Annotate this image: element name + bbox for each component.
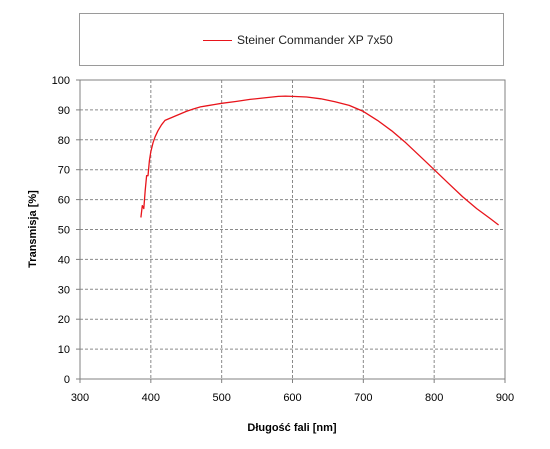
- x-tick-label: 500: [212, 392, 230, 404]
- series-line: [140, 95, 499, 226]
- y-axis-label: Transmisja [%]: [27, 190, 39, 268]
- y-tick-label: 0: [64, 374, 70, 386]
- y-tick-label: 30: [58, 284, 70, 296]
- y-tick-label: 50: [58, 225, 70, 237]
- y-tick-label: 20: [58, 314, 70, 326]
- x-tick-label: 400: [142, 392, 160, 404]
- y-tick-label: 70: [58, 165, 70, 177]
- y-axis: 0 10 20 30 40 50 60 70 80 90 100: [52, 75, 80, 386]
- x-tick-label: 900: [496, 392, 514, 404]
- x-tick-label: 800: [425, 392, 443, 404]
- plot-area: [79, 79, 506, 380]
- x-axis: 300 400 500 600 700 800 900: [71, 379, 514, 404]
- legend-label: Steiner Commander XP 7x50: [237, 33, 393, 47]
- series-group: [140, 95, 499, 226]
- y-tick-label: 40: [58, 254, 70, 266]
- legend-swatch: [203, 40, 232, 41]
- y-tick-label: 80: [58, 135, 70, 147]
- grid: [80, 80, 505, 379]
- y-tick-label: 10: [58, 344, 70, 356]
- y-tick-label: 60: [58, 195, 70, 207]
- y-tick-label: 100: [52, 75, 70, 87]
- legend: Steiner Commander XP 7x50: [79, 13, 504, 66]
- x-tick-label: 700: [354, 392, 372, 404]
- x-tick-label: 300: [71, 392, 89, 404]
- x-axis-label: Długość fali [nm]: [247, 422, 337, 434]
- x-tick-label: 600: [283, 392, 301, 404]
- y-tick-label: 90: [58, 105, 70, 117]
